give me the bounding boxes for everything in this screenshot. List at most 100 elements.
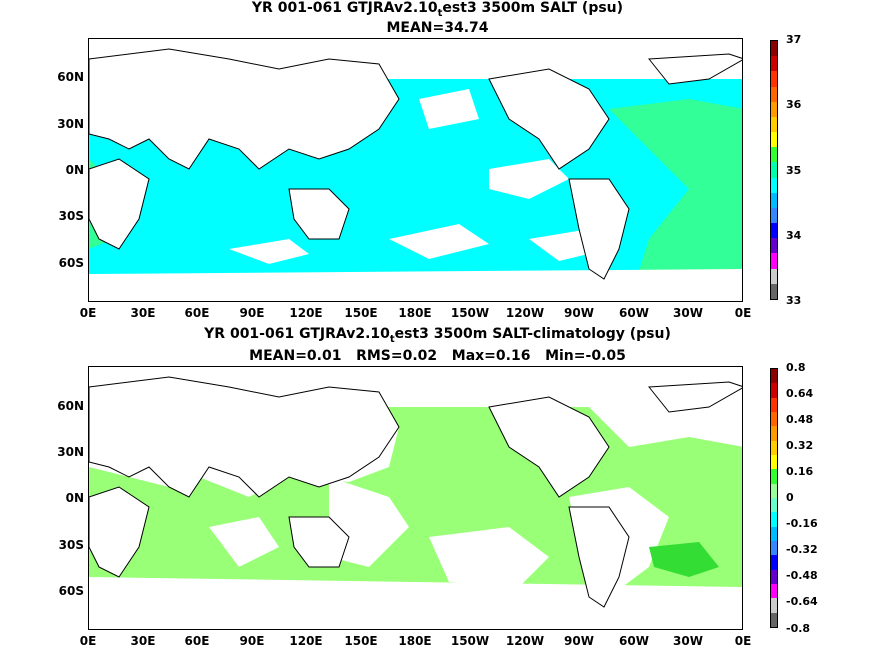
panel1-lat-label: 60N — [57, 70, 84, 84]
colorbar-segment — [771, 177, 777, 193]
panel1-lon-label: 0E — [79, 306, 97, 320]
panel2-lat-label: 30N — [57, 445, 84, 459]
panel2-cbar-label: -0.64 — [786, 595, 818, 608]
colorbar-segment — [771, 192, 777, 208]
panel1-lon-label: 0E — [734, 306, 752, 320]
colorbar-segment — [771, 56, 777, 72]
colorbar-segment — [771, 598, 777, 613]
panel1-lat-label: 30S — [58, 209, 84, 223]
colorbar-segment — [771, 207, 777, 224]
panel2-lon-label: 60E — [184, 634, 210, 648]
panel2-cbar-label: 0.64 — [786, 387, 814, 400]
panel1-colorbar — [770, 40, 778, 300]
panel1-title-rest: est3 3500m SALT (psu) — [442, 0, 624, 16]
panel2-title: YR 001-061 GTJRAv2.10test3 3500m SALT-cl… — [0, 326, 875, 348]
colorbar-segment — [771, 132, 777, 148]
panel1-title-main: YR 001-061 GTJRAv2.10 — [251, 0, 438, 16]
panel1-title: YR 001-061 GTJRAv2.10test3 3500m SALT (p… — [0, 0, 875, 22]
colorbar-segment — [771, 583, 777, 599]
panel2-map — [88, 366, 743, 630]
panel2-cbar-label: 0.32 — [786, 439, 814, 452]
colorbar-segment — [771, 268, 777, 284]
panel1-cbar-label: 33 — [786, 294, 802, 307]
colorbar-segment — [771, 469, 777, 484]
panel1-cbar-label: 37 — [786, 33, 802, 46]
colorbar-segment — [771, 612, 777, 627]
panel1-lon-label: 120E — [289, 306, 323, 320]
panel2-lon-label: 90W — [564, 634, 594, 648]
panel1-title-sub: t — [437, 8, 443, 19]
panel1-lon-label: 30E — [130, 306, 156, 320]
panel2-lon-label: 0E — [734, 634, 752, 648]
colorbar-segment — [771, 41, 777, 57]
colorbar-segment — [771, 555, 777, 570]
colorbar-segment — [771, 483, 777, 498]
colorbar-segment — [771, 162, 777, 178]
panel1-lon-label: 60W — [619, 306, 649, 320]
colorbar-segment — [771, 101, 777, 117]
panel1-cbar-label: 35 — [786, 164, 802, 177]
panel2-cbar-label: -0.8 — [786, 622, 811, 635]
panel1-lat-label: 60S — [58, 256, 84, 270]
colorbar-segment — [771, 397, 777, 412]
panel2-lon-label: 150E — [344, 634, 378, 648]
panel2-cbar-label: 0 — [786, 491, 794, 504]
colorbar-segment — [771, 426, 777, 441]
panel2-cbar-label: -0.32 — [786, 543, 818, 556]
panel2-lon-label: 120E — [289, 634, 323, 648]
panel1-lon-label: 30W — [673, 306, 703, 320]
panel2-lon-label: 120W — [505, 634, 545, 648]
panel1-lat-label: 0N — [65, 163, 84, 177]
panel2-cbar-label: -0.16 — [786, 517, 818, 530]
panel1-lon-label: 150E — [344, 306, 378, 320]
panel1-lon-label: 180E — [398, 306, 432, 320]
panel1-lon-label: 150W — [450, 306, 490, 320]
panel2-colorbar — [770, 368, 778, 628]
panel2-lon-label: 90E — [239, 634, 265, 648]
colorbar-segment — [771, 569, 777, 584]
colorbar-segment — [771, 369, 777, 384]
panel2-lat-label: 30S — [58, 538, 84, 552]
colorbar-segment — [771, 440, 777, 455]
colorbar-segment — [771, 238, 777, 254]
panel2-lat-label: 0N — [65, 491, 84, 505]
panel2-cbar-label: 0.16 — [786, 465, 814, 478]
panel2-title-rest: est3 3500m SALT-climatology (psu) — [394, 326, 671, 342]
panel2-cbar-label: 0.8 — [786, 361, 806, 374]
panel2-lat-label: 60S — [58, 584, 84, 598]
panel1-cbar-label: 34 — [786, 229, 802, 242]
colorbar-segment — [771, 71, 777, 87]
colorbar-segment — [771, 411, 777, 427]
panel1-cbar-label: 36 — [786, 98, 802, 111]
panel2-cbar-label: -0.48 — [786, 569, 818, 582]
colorbar-segment — [771, 497, 777, 513]
panel2-title-main: YR 001-061 GTJRAv2.10 — [204, 326, 390, 342]
panel1-lat-label: 30N — [57, 117, 84, 131]
colorbar-segment — [771, 223, 777, 239]
panel2-lon-label: 180E — [398, 634, 432, 648]
colorbar-segment — [771, 383, 777, 398]
colorbar-segment — [771, 86, 777, 102]
panel2-stats: MEAN=0.01 RMS=0.02 Max=0.16 Min=-0.05 — [249, 348, 626, 364]
colorbar-segment — [771, 283, 777, 299]
panel1-lon-label: 90W — [564, 306, 594, 320]
colorbar-segment — [771, 526, 777, 541]
panel2-lon-label: 30E — [130, 634, 156, 648]
panel1-lon-label: 90E — [239, 306, 265, 320]
colorbar-segment — [771, 512, 777, 527]
colorbar-segment — [771, 454, 777, 470]
panel2-lon-label: 0E — [79, 634, 97, 648]
colorbar-segment — [771, 253, 777, 269]
panel2-title-sub: t — [389, 334, 395, 345]
panel1-lon-label: 60E — [184, 306, 210, 320]
colorbar-segment — [771, 147, 777, 163]
panel2-lon-label: 30W — [673, 634, 703, 648]
panel1-stats: MEAN=34.74 — [386, 20, 489, 36]
panel2-lon-label: 60W — [619, 634, 649, 648]
panel1-map — [88, 38, 743, 302]
panel1-lon-label: 120W — [505, 306, 545, 320]
panel2-cbar-label: 0.48 — [786, 413, 814, 426]
panel2-lon-label: 150W — [450, 634, 490, 648]
panel2-lat-label: 60N — [57, 399, 84, 413]
colorbar-segment — [771, 116, 777, 133]
